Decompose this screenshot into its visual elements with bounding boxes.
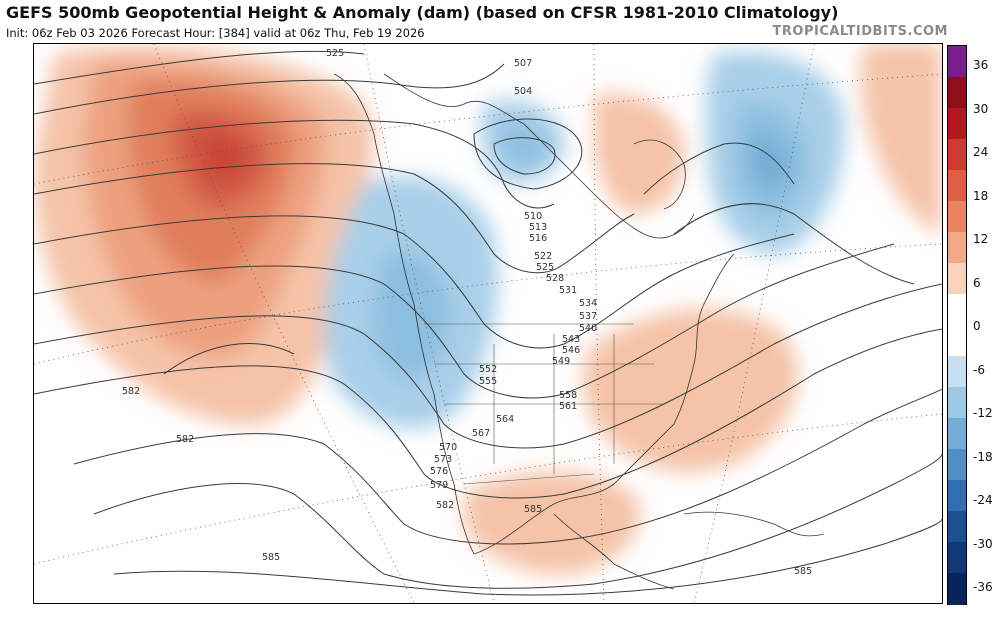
contour-label: 540 bbox=[579, 323, 597, 334]
contour-label: 582 bbox=[122, 386, 140, 397]
contour-label: 564 bbox=[496, 414, 514, 425]
colorbar-segment bbox=[948, 480, 966, 512]
contour-label: 576 bbox=[430, 466, 448, 477]
anomaly-shading bbox=[34, 44, 942, 575]
contour-label: 537 bbox=[579, 311, 597, 322]
colorbar-segment bbox=[948, 387, 966, 419]
contour-label: 585 bbox=[262, 552, 280, 563]
colorbar-tick-label: 18 bbox=[973, 188, 989, 203]
colorbar-segment bbox=[948, 511, 966, 543]
contour-label: 546 bbox=[562, 345, 580, 356]
contour-label: 573 bbox=[434, 454, 452, 465]
contour-labels: 525 507 504 510 513 516 522 525 528 531 … bbox=[122, 48, 812, 577]
colorbar-tick-label: -36 bbox=[973, 580, 993, 594]
colorbar-segment bbox=[948, 263, 966, 295]
political-borders bbox=[424, 323, 664, 485]
contour-label: 510 bbox=[524, 211, 542, 222]
coastlines bbox=[333, 73, 825, 590]
contour-label: 525 bbox=[326, 48, 344, 59]
colorbar-tick-label: -6 bbox=[973, 362, 985, 377]
colorbar-segment bbox=[948, 201, 966, 233]
contour-label: 561 bbox=[559, 401, 577, 412]
colorbar-segment bbox=[948, 294, 966, 326]
height-contours bbox=[34, 50, 942, 596]
colorbar-segment bbox=[948, 77, 966, 109]
colorbar-tick-label: 6 bbox=[973, 275, 981, 290]
colorbar-tick-label: 12 bbox=[973, 232, 989, 246]
colorbar-tick-label: 30 bbox=[973, 101, 989, 116]
contour-label: 555 bbox=[479, 376, 497, 387]
contour-label: 513 bbox=[529, 222, 547, 233]
colorbar-segment bbox=[948, 542, 966, 574]
colorbar-segment bbox=[948, 139, 966, 171]
chart-title: GEFS 500mb Geopotential Height & Anomaly… bbox=[6, 3, 839, 22]
colorbar bbox=[947, 45, 967, 605]
colorbar-segment bbox=[948, 573, 966, 605]
map-panel: 525 507 504 510 513 516 522 525 528 531 … bbox=[33, 43, 943, 604]
contour-label: 504 bbox=[514, 86, 532, 97]
colorbar-segment bbox=[948, 418, 966, 450]
colorbar-segment bbox=[948, 356, 966, 388]
colorbar-segment bbox=[948, 170, 966, 202]
colorbar-segment bbox=[948, 108, 966, 140]
colorbar-segment bbox=[948, 232, 966, 264]
colorbar-tick-label: 36 bbox=[973, 58, 989, 72]
contour-label: 570 bbox=[439, 442, 457, 453]
colorbar-segment bbox=[948, 46, 966, 78]
map-svg: 525 507 504 510 513 516 522 525 528 531 … bbox=[34, 44, 942, 603]
colorbar-tick-label: -24 bbox=[973, 493, 993, 507]
contour-label: 507 bbox=[514, 58, 532, 69]
colorbar-tick-label: -30 bbox=[973, 536, 993, 551]
contour-label: 579 bbox=[430, 480, 448, 491]
contour-label: 558 bbox=[559, 390, 577, 401]
contour-label: 549 bbox=[552, 356, 570, 367]
contour-label: 582 bbox=[176, 434, 194, 445]
colorbar-tick-label: 0 bbox=[973, 319, 981, 333]
contour-label: 534 bbox=[579, 298, 597, 309]
contour-label: 585 bbox=[794, 566, 812, 577]
colorbar-tick-label: 24 bbox=[973, 145, 989, 159]
credit-watermark: TROPICALTIDBITS.COM bbox=[772, 24, 948, 39]
contour-label: 567 bbox=[472, 428, 490, 439]
contour-label: 522 bbox=[534, 251, 552, 262]
chart-subtitle: Init: 06z Feb 03 2026 Forecast Hour: [38… bbox=[6, 26, 425, 40]
contour-label: 531 bbox=[559, 285, 577, 296]
colorbar-segment bbox=[948, 449, 966, 481]
contour-label: 516 bbox=[529, 233, 547, 244]
colorbar-tick-label: -18 bbox=[973, 449, 993, 464]
contour-label: 585 bbox=[524, 504, 542, 515]
contour-label: 543 bbox=[562, 334, 580, 345]
colorbar-segment bbox=[948, 325, 966, 357]
colorbar-tick-label: -12 bbox=[973, 406, 993, 420]
contour-label: 552 bbox=[479, 364, 497, 375]
contour-label: 582 bbox=[436, 500, 454, 511]
contour-label: 528 bbox=[546, 273, 564, 284]
contour-label: 525 bbox=[536, 262, 554, 273]
graticule bbox=[34, 44, 942, 603]
